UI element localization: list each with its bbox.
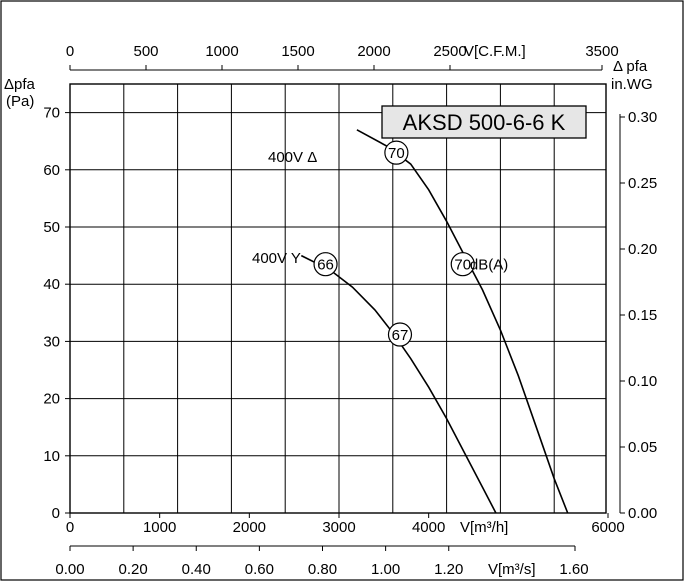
- bottom-axis2-tick-label: 0.80: [308, 561, 337, 578]
- plot-frame: [69, 83, 607, 514]
- y-tick-label: 30: [43, 333, 60, 350]
- bottom-axis2-tick-label: 0.00: [55, 561, 84, 578]
- y-axis-label-left-line1: Δpfa: [4, 76, 36, 93]
- series-line-2: [300, 254, 497, 514]
- series-label-2: 400V Y: [252, 250, 301, 267]
- grid: [70, 84, 606, 513]
- x-axis-label: V[m³/h]: [460, 519, 508, 536]
- db-marker-circle: [384, 140, 409, 165]
- bottom-axis2-max-label: 1.60: [559, 561, 588, 578]
- x-tick-label: 3000: [322, 519, 355, 536]
- y-axis-label-right-line2: in.WG: [611, 76, 653, 93]
- x-tick-label: 1000: [143, 519, 176, 536]
- chart-title: AKSD 500-6-6 K: [403, 110, 566, 135]
- series-label-1: 400V Δ: [268, 149, 317, 166]
- series-layer: 400V Δ 400V Y: [252, 129, 569, 514]
- top-axis-max-label: 3500: [585, 43, 618, 60]
- db-marker-label: 66: [317, 257, 334, 274]
- y-tick-label: 60: [43, 162, 60, 179]
- top-axis-tick-label: 500: [133, 43, 158, 60]
- db-marker-circle: [450, 252, 475, 277]
- y-tick-label: 70: [43, 105, 60, 122]
- bottom-axis2-tick-label: 1.00: [371, 561, 400, 578]
- bottom-axis2-tick-label: 0.20: [119, 561, 148, 578]
- y-tick-label: 20: [43, 391, 60, 408]
- top-axis-tick-label: 0: [66, 43, 74, 60]
- y-tick-label: 40: [43, 276, 60, 293]
- right-axis-tick-label: 0.05: [628, 439, 657, 456]
- top-axis-tick-label: 2000: [357, 43, 390, 60]
- y-tick-label: 0: [52, 505, 60, 522]
- x-tick-label: 4000: [412, 519, 445, 536]
- db-marker-circle: [387, 322, 413, 347]
- title-box: [381, 105, 587, 139]
- y-axis-label-left-line2: (Pa): [6, 93, 34, 110]
- right-axis-tick-label: 0.10: [628, 373, 657, 390]
- db-marker-label: 70: [388, 145, 405, 162]
- x-tick-label: 0: [66, 519, 74, 536]
- right-axis-tick-label: 0.15: [628, 307, 657, 324]
- bottom-axis2-tick-label: 0.40: [182, 561, 211, 578]
- series-line-1: [356, 129, 569, 514]
- y-axis-label-right-line1: Δ pfa: [613, 58, 648, 75]
- y-tick-label: 50: [43, 219, 60, 236]
- right-axis-tick-label: 0.30: [628, 109, 657, 126]
- db-marker-label: 67: [392, 327, 409, 344]
- right-axis-tick-label: 0.25: [628, 175, 657, 192]
- top-axis-tick-label: 2500: [433, 43, 466, 60]
- db-marker-circle: [313, 252, 338, 277]
- bottom-axis2-tick-label: 1.20: [434, 561, 463, 578]
- top-axis-tick-label: 1500: [281, 43, 314, 60]
- bottom-axis2-label: V[m³/s]: [488, 561, 536, 578]
- bottom-axis2-tick-label: 0.60: [245, 561, 274, 578]
- top-axis-label: V[C.F.M.]: [464, 43, 526, 60]
- x-tick-label: 2000: [233, 519, 266, 536]
- top-axis-tick-label: 1000: [205, 43, 238, 60]
- x-tick-label: 6000: [591, 519, 624, 536]
- db-marker-label: 70: [454, 257, 471, 274]
- right-axis-tick-label: 0.00: [628, 505, 657, 522]
- y-tick-label: 10: [43, 448, 60, 465]
- right-axis-tick-label: 0.20: [628, 241, 657, 258]
- db-unit-label: dB(A): [470, 257, 508, 274]
